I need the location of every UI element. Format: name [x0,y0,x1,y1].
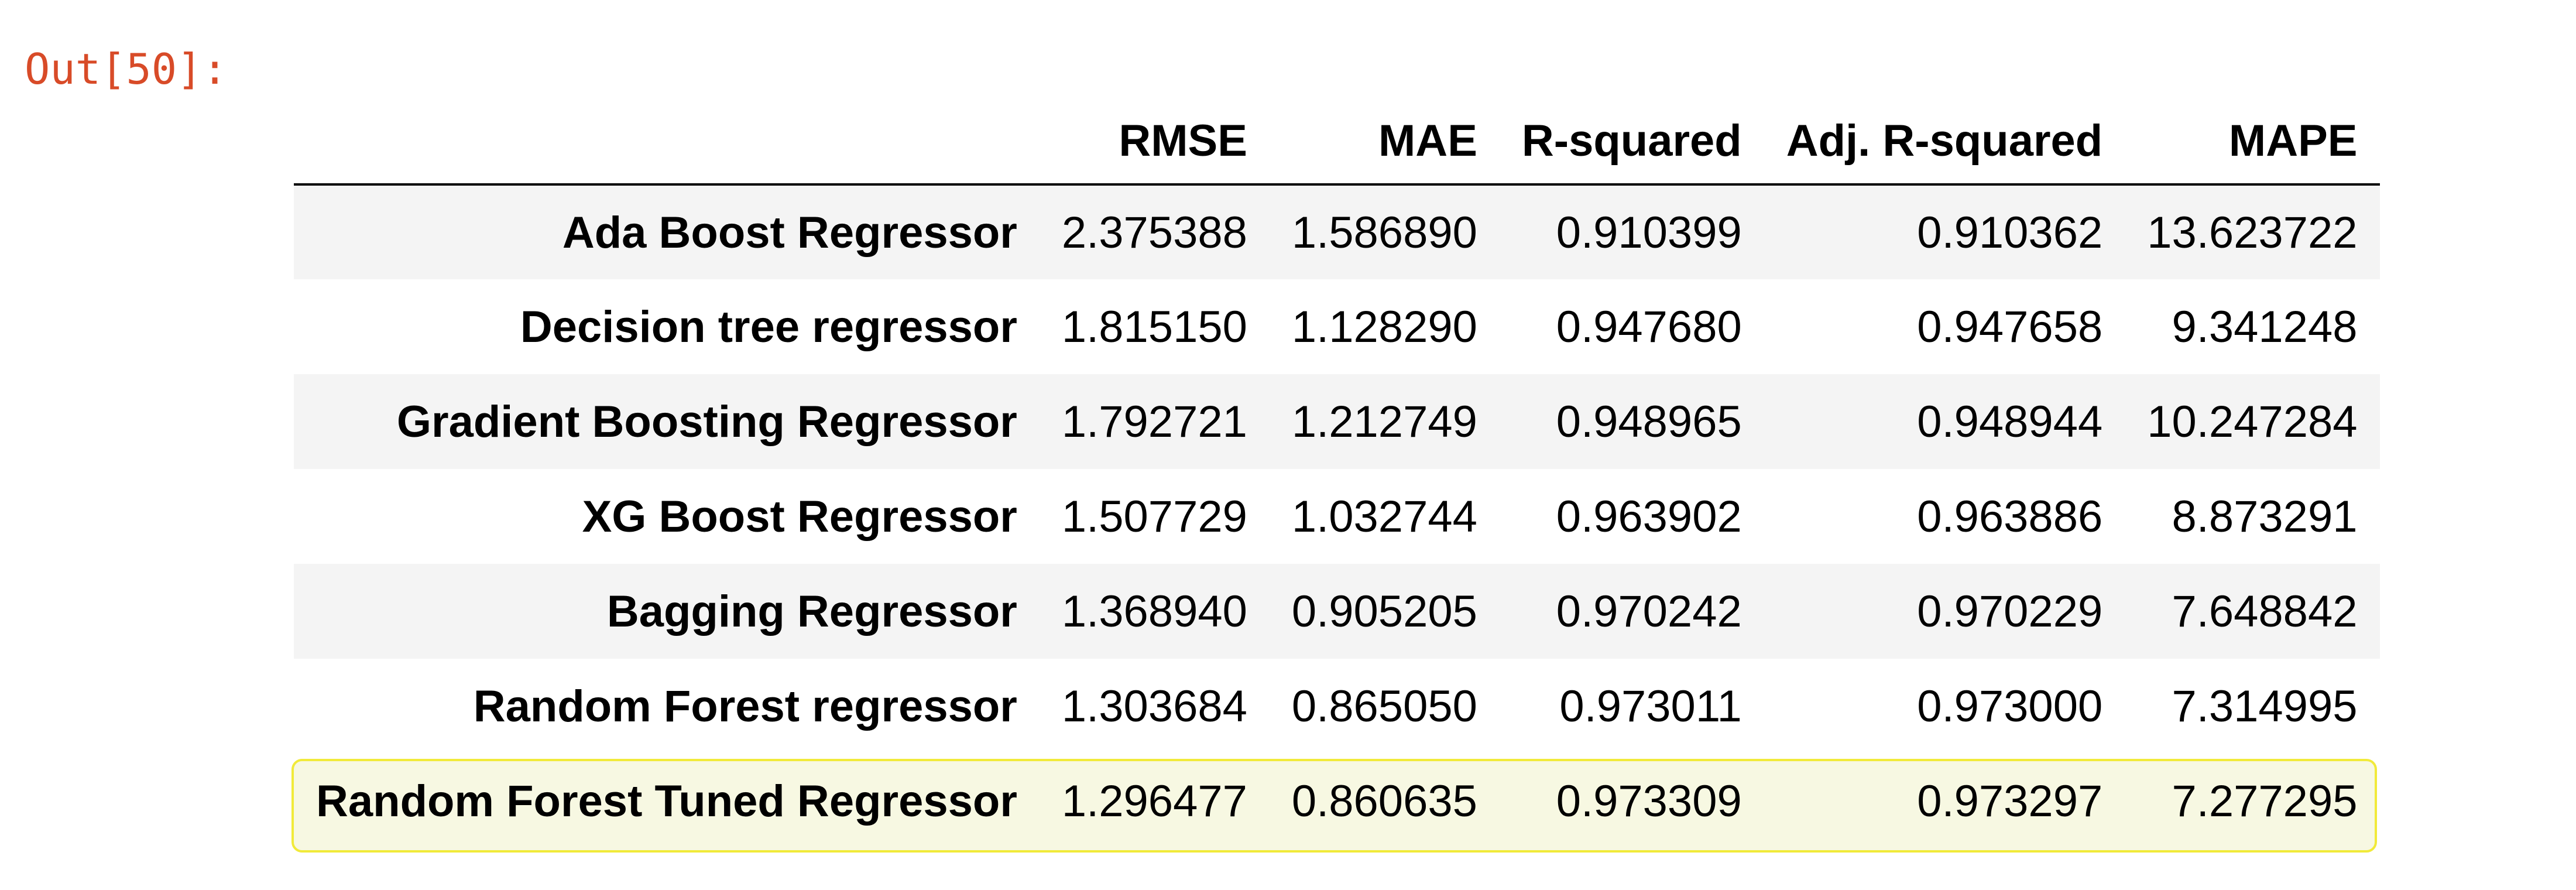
header-row: RMSE MAE R-squared Adj. R-squared MAPE [294,98,2380,184]
cell-r-squared: 0.963902 [1556,491,1742,542]
cell-mae: 1.586890 [1291,207,1477,258]
row-label: Gradient Boosting Regressor [396,396,1017,447]
cell-rmse: 1.792721 [1061,396,1247,447]
row-label: Random Forest regressor [473,681,1017,731]
cell-mape: 9.341248 [2172,302,2358,352]
column-header-mape: MAPE [2228,116,2358,166]
cell-mae: 1.032744 [1291,491,1477,542]
cell-mae: 1.128290 [1291,302,1477,352]
row-label: XG Boost Regressor [582,491,1017,542]
cell-rmse: 1.368940 [1061,586,1247,636]
cell-mae: 1.212749 [1291,396,1477,447]
cell-r-squared: 0.948965 [1556,396,1742,447]
cell-adj-r-squared: 0.910362 [1917,207,2103,258]
column-header-mae: MAE [1378,116,1477,166]
column-header-rmse: RMSE [1119,116,1247,166]
cell-adj-r-squared: 0.947658 [1917,302,2103,352]
output-prompt: Out[50]: [25,44,228,94]
cell-mae: 0.905205 [1291,586,1477,636]
cell-mape: 10.247284 [2147,396,2358,447]
column-header-adj-r-squared: Adj. R-squared [1786,116,2103,166]
cell-adj-r-squared: 0.963886 [1917,491,2103,542]
cell-rmse: 2.375388 [1061,207,1247,258]
cell-mape: 7.314995 [2172,681,2358,731]
row-label: Bagging Regressor [606,586,1017,636]
cell-mape: 7.277295 [2172,776,2358,826]
cell-rmse: 1.296477 [1061,776,1247,826]
highlight-row-box [291,759,2377,853]
cell-r-squared: 0.973011 [1559,681,1742,731]
cell-mape: 7.648842 [2172,586,2358,636]
cell-adj-r-squared: 0.973000 [1917,681,2103,731]
cell-adj-r-squared: 0.970229 [1917,586,2103,636]
table-row-highlighted: Random Forest Tuned Regressor 1.296477 0… [294,754,2380,848]
table-row: Ada Boost Regressor 2.375388 1.586890 0.… [294,184,2380,279]
table-row: XG Boost Regressor 1.507729 1.032744 0.9… [294,469,2380,564]
column-header-index [294,98,1040,184]
cell-adj-r-squared: 0.973297 [1917,776,2103,826]
cell-adj-r-squared: 0.948944 [1917,396,2103,447]
cell-rmse: 1.303684 [1061,681,1247,731]
row-label: Decision tree regressor [520,302,1017,352]
results-table: RMSE MAE R-squared Adj. R-squared MAPE A… [294,98,2380,848]
cell-rmse: 1.507729 [1061,491,1247,542]
cell-mae: 0.860635 [1291,776,1477,826]
table-row: Gradient Boosting Regressor 1.792721 1.2… [294,374,2380,469]
table-row: Random Forest regressor 1.303684 0.86505… [294,659,2380,754]
cell-mae: 0.865050 [1291,681,1477,731]
cell-rmse: 1.815150 [1061,302,1247,352]
cell-r-squared: 0.910399 [1556,207,1742,258]
cell-r-squared: 0.973309 [1556,776,1742,826]
table-row: Bagging Regressor 1.368940 0.905205 0.97… [294,564,2380,659]
row-label: Ada Boost Regressor [562,207,1017,258]
row-label: Random Forest Tuned Regressor [316,776,1017,826]
column-header-r-squared: R-squared [1521,116,1742,166]
cell-mape: 13.623722 [2147,207,2358,258]
cell-r-squared: 0.947680 [1556,302,1742,352]
cell-mape: 8.873291 [2172,491,2358,542]
cell-r-squared: 0.970242 [1556,586,1742,636]
table-row: Decision tree regressor 1.815150 1.12829… [294,279,2380,374]
